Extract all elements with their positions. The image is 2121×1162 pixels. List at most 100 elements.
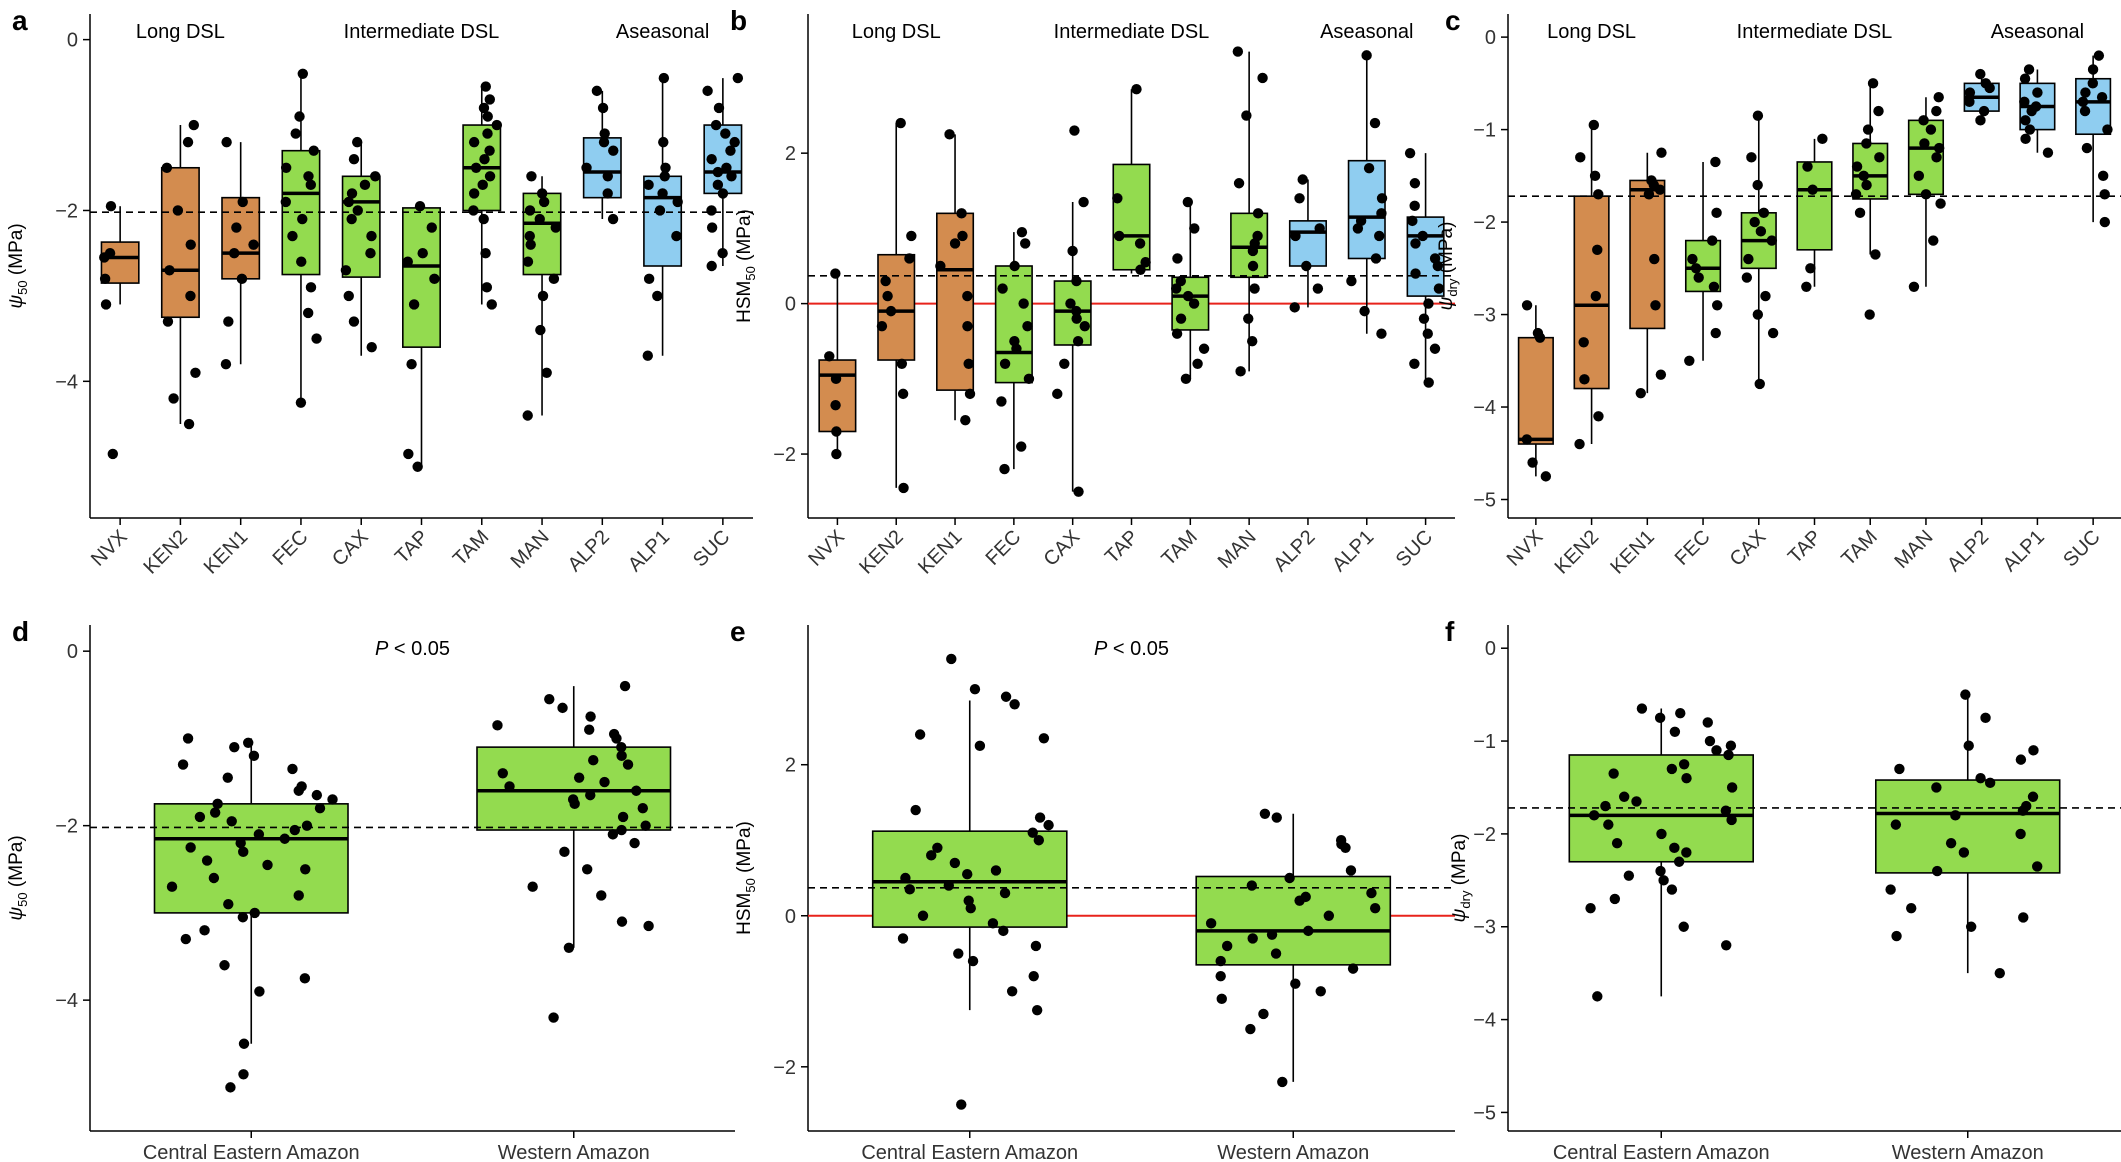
data-point (882, 290, 893, 302)
data-point (289, 824, 300, 836)
data-point (229, 741, 240, 753)
data-point (470, 162, 482, 173)
data-point (616, 916, 628, 927)
data-point (223, 316, 234, 327)
data-point (1945, 837, 1957, 849)
data-point (963, 358, 974, 369)
x-tick-label: TAM (1157, 526, 1201, 570)
y-axis-label-symbol: HSM (734, 281, 755, 323)
x-tick-label: KEN1 (1606, 526, 1659, 579)
data-point (953, 948, 964, 959)
data-point (1746, 152, 1757, 163)
data-point (1540, 471, 1552, 482)
data-point (526, 171, 537, 182)
data-point (406, 359, 417, 370)
data-point (1574, 438, 1585, 450)
data-point (172, 205, 184, 216)
data-point (598, 136, 610, 148)
data-point (226, 816, 237, 827)
data-point (161, 162, 173, 173)
data-point (1975, 772, 1986, 784)
data-point (1301, 260, 1312, 272)
data-point (1071, 305, 1082, 317)
data-point (1858, 170, 1869, 182)
data-point (1113, 230, 1125, 242)
data-point (359, 179, 371, 191)
data-point (585, 711, 596, 722)
data-point (1018, 298, 1029, 309)
data-point (1805, 263, 1816, 274)
data-point (2087, 64, 2099, 75)
data-point (1891, 930, 1902, 942)
data-point (1649, 253, 1660, 265)
data-point (904, 884, 915, 895)
x-tick-label: FEC (982, 526, 1026, 570)
data-point (209, 807, 221, 818)
data-point (969, 683, 981, 695)
data-point (1978, 105, 1990, 117)
data-point (1172, 253, 1183, 264)
data-point (1409, 358, 1420, 369)
x-tick-label: TAM (449, 526, 493, 570)
data-point (1266, 929, 1278, 940)
data-point (194, 811, 206, 823)
data-point (596, 890, 607, 901)
data-point (1931, 105, 1942, 117)
data-point (2081, 142, 2093, 154)
y-axis-label-subscript: dry (1458, 890, 1473, 909)
data-point (249, 907, 260, 919)
data-point (1315, 986, 1326, 997)
data-point (1754, 378, 1765, 390)
y-tick-label: −5 (1473, 1102, 1496, 1124)
data-point (1067, 245, 1078, 257)
data-point (1027, 827, 1038, 838)
box-iqr (1796, 161, 1833, 251)
data-point (346, 213, 357, 225)
p-comparison: < 0.05 (388, 638, 450, 660)
data-point (1726, 814, 1737, 826)
data-point (2017, 805, 2029, 816)
panel-f: f 0 −1 −2 −3 −4 −5 ψdry (MPa) Central Eastern Am… (1445, 616, 2121, 1162)
x-tick-label: Western Amazon (498, 1142, 650, 1162)
y-tick-label: −5 (1473, 490, 1496, 512)
data-point (706, 154, 717, 165)
data-point (1215, 955, 1226, 967)
data-point (608, 145, 619, 156)
data-point (999, 463, 1010, 475)
y-tick-label: −1 (1473, 120, 1496, 142)
data-point (1975, 68, 1986, 80)
x-tick-label: FEC (1671, 526, 1715, 570)
data-point (659, 171, 670, 182)
data-point (998, 925, 1009, 937)
data-point (1885, 884, 1896, 895)
data-point (1964, 96, 1975, 108)
data-point (830, 399, 841, 411)
data-point (522, 256, 534, 267)
data-point (297, 68, 309, 79)
data-point (1404, 147, 1416, 159)
y-axis-label: HSM50 (MPa) (734, 821, 758, 935)
y-axis-label-unit: (MPa) (734, 209, 755, 266)
data-point (1704, 735, 1716, 747)
data-point (225, 1082, 236, 1093)
data-point (1347, 963, 1359, 974)
data-point (2020, 133, 2031, 145)
data-point (222, 772, 233, 783)
data-point (712, 179, 724, 191)
data-point (885, 305, 897, 317)
data-point (1755, 226, 1767, 237)
data-point (403, 448, 414, 460)
data-point (352, 205, 363, 216)
data-point (987, 918, 999, 929)
data-point (573, 772, 585, 783)
data-point (243, 737, 254, 748)
data-point (1666, 884, 1678, 895)
data-point (631, 785, 642, 796)
data-point (1928, 235, 1939, 246)
data-point (962, 869, 973, 880)
data-point (1908, 281, 1920, 293)
data-point (1073, 486, 1084, 497)
data-point (657, 188, 668, 199)
data-point (294, 111, 305, 122)
